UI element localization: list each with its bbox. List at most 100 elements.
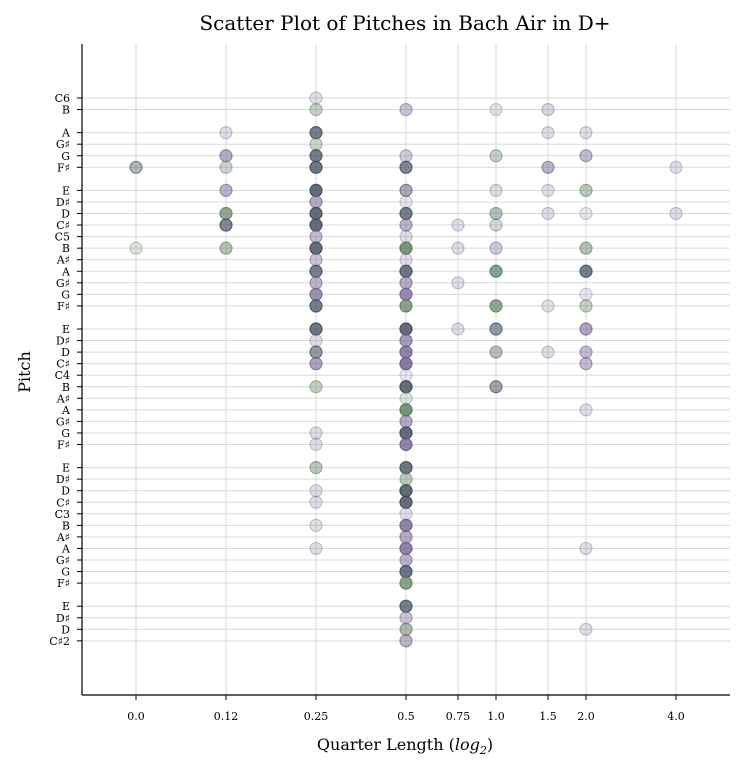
data-point [579,183,593,197]
data-point [399,264,413,278]
data-point [309,333,323,348]
data-point [309,322,323,336]
data-point [309,126,323,140]
y-tick-label: D [61,485,70,498]
data-point [309,195,323,209]
y-tick-label: A [61,265,71,278]
y-tick-label: C♯2 [49,635,70,648]
data-point [451,241,465,255]
y-tick-label: C3 [55,508,70,521]
y-tick-label: F♯ [57,577,70,590]
data-point [541,183,555,197]
data-point [489,345,503,359]
data-point [399,253,413,267]
x-tick-label: 0.0 [127,710,145,723]
y-tick-label: A [61,542,71,555]
data-point [669,206,683,221]
data-point [399,541,413,556]
data-point [309,137,323,151]
data-point [541,126,555,140]
data-point [579,206,593,221]
data-point [399,322,413,336]
data-point [541,345,555,359]
data-point [309,149,323,163]
data-point [489,102,503,117]
data-point [399,195,413,209]
data-point [309,299,323,313]
data-point [541,160,555,174]
data-point [399,357,413,371]
data-point [399,380,413,394]
data-point [489,206,503,221]
data-point [399,414,413,428]
data-point [399,461,413,475]
data-point [489,183,503,197]
data-point [309,253,323,267]
data-point [579,287,593,301]
x-axis-label: Quarter Length (log2) [317,735,493,757]
data-point [219,241,233,255]
y-tick-label: A♯ [56,531,70,544]
data-point [399,507,413,521]
y-tick-label: G [61,150,70,163]
data-point [309,518,323,532]
data-point [309,461,323,475]
data-point [309,345,323,359]
x-tick-label: 4.0 [667,710,685,723]
y-tick-label: G [61,288,70,301]
y-tick-labels: C6BAG♯GF♯ED♯DC♯C5BA♯AG♯GF♯ED♯DC♯C4BA♯AG♯… [49,92,82,648]
data-point [489,380,503,394]
data-point [309,160,323,174]
data-point [309,357,323,371]
data-point [309,206,323,221]
data-point [399,553,413,567]
x-tick-label: 0.75 [446,710,471,723]
data-point [399,576,413,590]
data-point [579,403,593,417]
data-point [399,206,413,221]
data-point [489,218,503,232]
data-point [579,299,593,313]
y-tick-label: E [62,600,70,613]
data-point [309,276,323,290]
data-point [309,91,323,105]
y-tick-label: D♯ [56,473,70,486]
y-tick-label: D [61,623,70,636]
data-point [399,218,413,232]
data-point [309,102,323,117]
data-point [309,241,323,255]
y-tick-label: A♯ [56,392,70,405]
y-tick-label: A [61,127,71,140]
y-tick-label: C♯ [56,219,70,232]
data-point [399,299,413,313]
data-point [399,611,413,625]
y-tick-label: E [62,323,70,336]
y-tick-label: G♯ [56,554,70,567]
data-point [399,102,413,117]
data-points [129,91,683,648]
data-point [451,218,465,232]
y-tick-label: D [61,208,70,221]
data-point [399,518,413,532]
data-point [399,530,413,544]
x-tick-label: 2.0 [577,710,595,723]
data-point [399,484,413,498]
data-point [309,437,323,452]
data-point [309,541,323,556]
y-tick-label: G [61,427,70,440]
x-tick-label: 1.5 [539,710,557,723]
data-point [219,126,233,140]
data-point [579,264,593,278]
data-point [309,495,323,509]
y-tick-label: B [62,381,70,394]
data-point [579,541,593,556]
data-point [399,333,413,348]
data-point [309,426,323,440]
y-tick-label: F♯ [57,439,70,452]
y-tick-label: G♯ [56,277,70,290]
data-point [219,183,233,197]
y-tick-label: B [62,104,70,117]
y-tick-label: F♯ [57,300,70,313]
data-point [451,276,465,290]
